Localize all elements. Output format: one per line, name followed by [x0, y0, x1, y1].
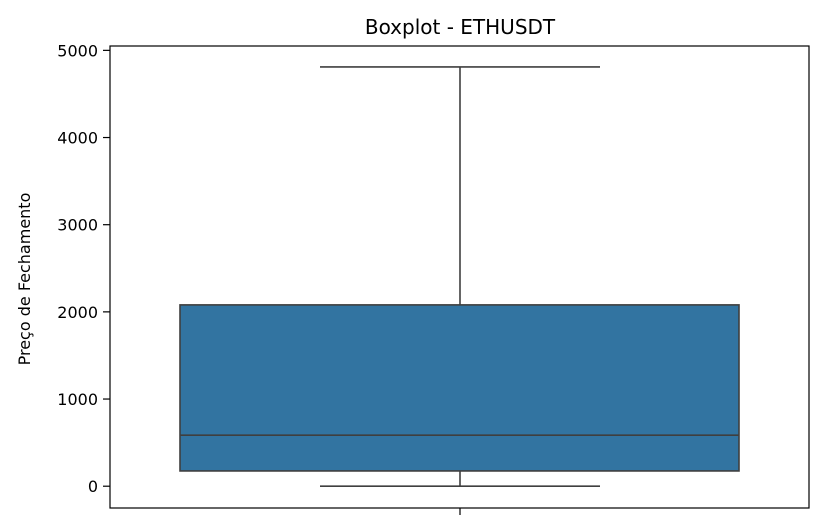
y-tick-label: 0 [88, 477, 98, 496]
y-tick-label: 2000 [57, 303, 98, 322]
y-tick-label: 5000 [57, 41, 98, 60]
chart-title: Boxplot - ETHUSDT [365, 15, 556, 39]
iqr-box [179, 304, 740, 472]
y-tick-label: 3000 [57, 216, 98, 235]
y-axis-label: Preço de Fechamento [15, 193, 34, 366]
plot-area [179, 66, 740, 488]
y-tick-label: 4000 [57, 129, 98, 148]
y-axis: 0 1000 2000 3000 4000 5000 [57, 41, 110, 496]
y-tick-label: 1000 [57, 390, 98, 409]
